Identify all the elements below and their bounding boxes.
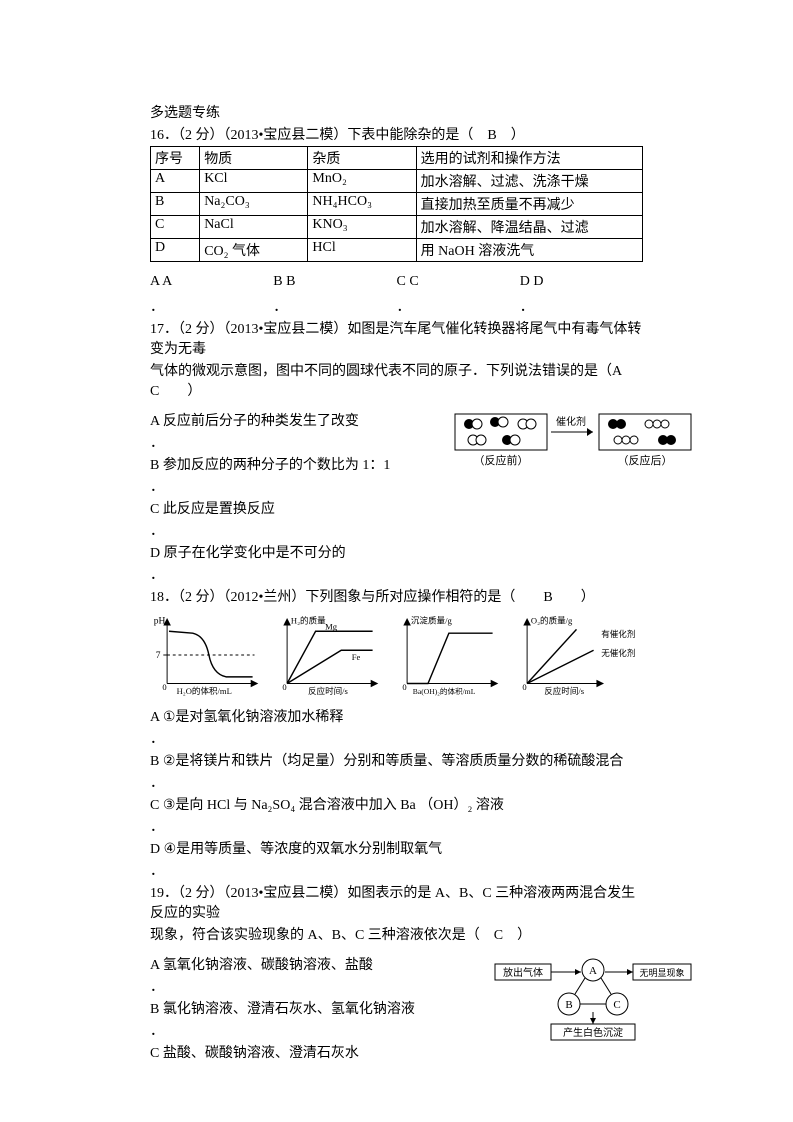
svg-text:无催化剂: 无催化剂	[601, 647, 635, 658]
q17-stem2: 气体的微观示意图，图中不同的圆球代表不同的原子．下列说法错误的是（A C ）	[150, 360, 643, 400]
table-row: AKClMnO₂加水溶解、过滤、洗涤干燥	[151, 170, 643, 193]
q19-opt-c: C 盐酸、碳酸钠溶液、澄清石灰水	[150, 1042, 643, 1062]
svg-text:无明显现象: 无明显现象	[639, 967, 684, 978]
q16-opt-d: D D	[520, 274, 544, 289]
col-h: 物质	[200, 147, 308, 170]
q19-stem2: 现象，符合该实验现象的 A、B、C 三种溶液依次是（ C ）	[150, 924, 643, 944]
svg-text:A: A	[589, 965, 597, 977]
svg-text:H₂O的体积/mL: H₂O的体积/mL	[177, 685, 232, 696]
q16-table: 序号 物质 杂质 选用的试剂和操作方法 AKClMnO₂加水溶解、过滤、洗涤干燥…	[150, 146, 643, 262]
q18-opt-b: B ②是将镁片和铁片（均足量）分别和等质量、等溶质质量分数的稀硫酸混合	[150, 750, 643, 770]
svg-text:沉淀质量/g: 沉淀质量/g	[411, 615, 453, 626]
q18-opt-d: D ④是用等质量、等浓度的双氧水分别制取氧气	[150, 838, 643, 858]
svg-text:H₂的质量: H₂的质量	[291, 615, 326, 626]
table-row: CNaClKNO₃加水溶解、降温结晶、过滤	[151, 216, 643, 239]
q17-opt-d: D 原子在化学变化中是不可分的	[150, 542, 643, 562]
svg-text:0: 0	[402, 682, 406, 692]
svg-text:反应时间/s: 反应时间/s	[544, 685, 585, 696]
col-h: 序号	[151, 147, 200, 170]
graph-3-icon: 沉淀质量/g 0 Ba(OH)₂的体积/mL	[390, 610, 504, 700]
q16-opt-a: A A	[150, 274, 172, 289]
svg-text:0: 0	[282, 682, 286, 692]
graph-4-icon: O₂的质量/g 0 反应时间/s 有催化剂 无催化剂	[510, 610, 643, 700]
q18-opt-c: C ③是向 HCl 与 Na₂SO₄ 混合溶液中加入 Ba （OH）₂ 溶液	[150, 794, 643, 814]
svg-text:O₂的质量/g: O₂的质量/g	[531, 615, 573, 626]
table-row: BNa₂CO₃NH₄HCO₃直接加热至质量不再减少	[151, 193, 643, 216]
q19-stem1: 19．（2 分）（2013•宝应县二模）如图表示的是 A、B、C 三种溶液两两混…	[150, 882, 643, 922]
q17-diagram: （反应前） 催化剂 （反应后）	[453, 410, 693, 470]
table-row: DCO₂ 气体HCl用 NaOH 溶液洗气	[151, 239, 643, 262]
section-header: 多选题专练	[150, 102, 643, 122]
svg-text:0: 0	[162, 682, 166, 692]
graph-2-icon: H₂的质量 0 反应时间/s Mg Fe	[270, 610, 384, 700]
svg-text:产生白色沉淀: 产生白色沉淀	[563, 1026, 623, 1039]
q16-options: A A B B C C D D	[150, 274, 643, 290]
svg-text:pH: pH	[154, 617, 166, 627]
q16-opt-c: C C	[397, 274, 419, 289]
table-row: 序号 物质 杂质 选用的试剂和操作方法	[151, 147, 643, 170]
q16-opt-b: B B	[273, 274, 295, 289]
q19-diagram: A B C 放出气体 无明显现象 产生白色沉淀	[493, 954, 693, 1044]
svg-text:有催化剂: 有催化剂	[601, 628, 635, 639]
svg-text:Mg: Mg	[325, 621, 338, 631]
svg-text:Fe: Fe	[352, 652, 361, 662]
svg-text:7: 7	[156, 651, 161, 661]
q16-stem: 16．（2 分）（2013•宝应县二模）下表中能除杂的是（ B ）	[150, 124, 643, 144]
svg-text:（反应后）: （反应后）	[618, 453, 673, 467]
q17-stem1: 17．（2 分）（2013•宝应县二模）如图是汽车尾气催化转换器将尾气中有毒气体…	[150, 318, 643, 358]
graph-1-icon: pH 7 0 H₂O的体积/mL	[150, 610, 264, 700]
q18-graphs: pH 7 0 H₂O的体积/mL H₂的质量 0 反应时间/s Mg Fe 沉淀…	[150, 610, 643, 700]
q18-opt-a: A ①是对氢氧化钠溶液加水稀释	[150, 706, 643, 726]
col-h: 选用的试剂和操作方法	[416, 147, 642, 170]
svg-text:催化剂: 催化剂	[556, 415, 586, 428]
svg-text:C: C	[613, 999, 620, 1011]
q17-opt-c: C 此反应是置换反应	[150, 498, 643, 518]
col-h: 杂质	[308, 147, 416, 170]
q18-stem: 18．（2 分）（2012•兰州）下列图象与所对应操作相符的是（ B ）	[150, 586, 643, 606]
svg-text:反应时间/s: 反应时间/s	[308, 685, 349, 696]
svg-text:（反应前）: （反应前）	[474, 453, 529, 467]
svg-text:0: 0	[522, 682, 526, 692]
svg-text:放出气体: 放出气体	[503, 966, 543, 979]
svg-text:B: B	[565, 999, 572, 1011]
svg-text:Ba(OH)₂的体积/mL: Ba(OH)₂的体积/mL	[413, 686, 476, 696]
